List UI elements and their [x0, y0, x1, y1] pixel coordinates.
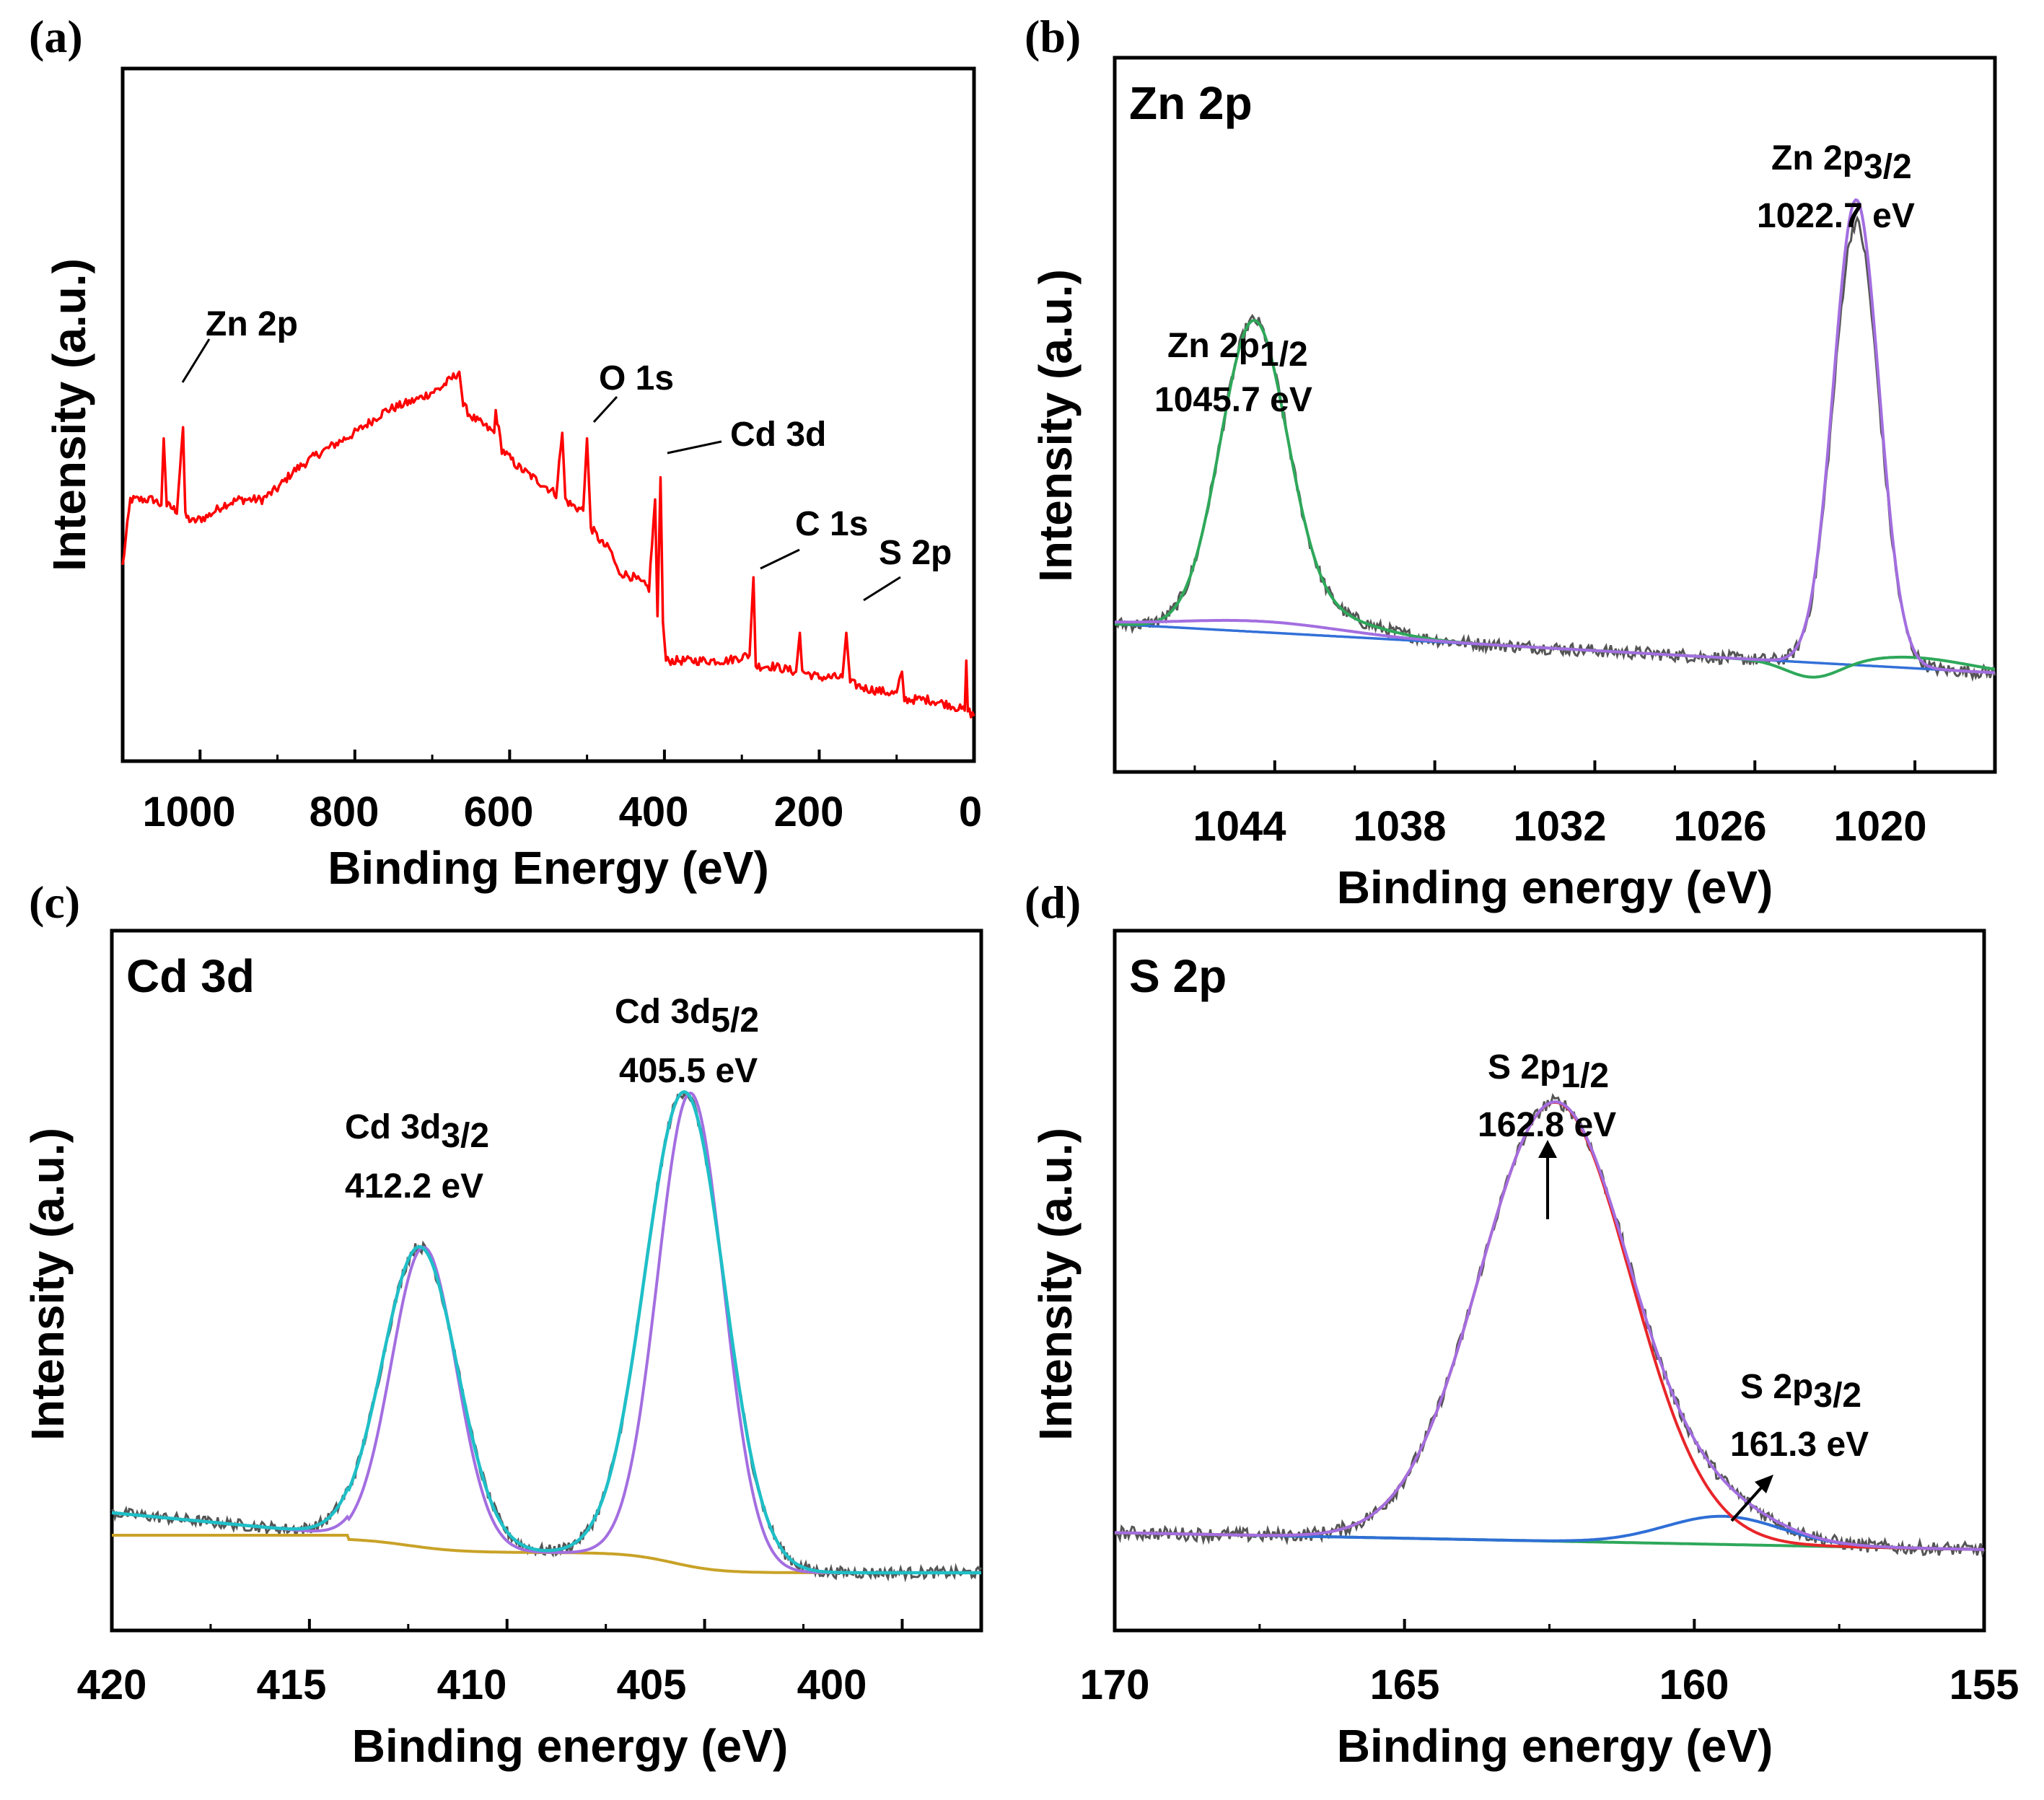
panel-b-frame — [1113, 56, 1997, 774]
panel-a-annot-zn2p: Zn 2p — [206, 305, 298, 343]
panel-a-plot-area — [121, 370, 975, 719]
panel-b-plot-area — [1114, 198, 1996, 682]
panel-d-label: (d) — [1025, 877, 1081, 928]
panel-b-peak1-energy: 1045.7 eV — [1154, 381, 1312, 419]
panel-a-xtick-800: 800 — [310, 789, 380, 835]
panel-b-ticks — [1193, 760, 1996, 772]
panel-d-raw-line — [1114, 1092, 1986, 1558]
panel-c-xtick-400: 400 — [797, 1661, 867, 1708]
panel-c-peak1-energy: 412.2 eV — [345, 1167, 483, 1206]
panel-c: (c) Cd 3d 420 415 410 405 400 Binding en… — [22, 877, 983, 1772]
panel-a-xtick-600: 600 — [464, 789, 534, 835]
panel-a-xtick-400: 400 — [619, 789, 689, 835]
panel-d-xtick-165: 165 — [1370, 1661, 1440, 1708]
panel-d-peak1-name: S 2p1/2 — [1488, 1048, 1609, 1095]
panel-a-xtick-200: 200 — [774, 789, 844, 835]
panel-b-xtick-1038: 1038 — [1353, 803, 1446, 850]
panel-d-peak1-energy: 162.8 eV — [1478, 1106, 1616, 1144]
panel-a-leader-zn — [181, 338, 211, 383]
panel-c-ticks — [110, 1619, 904, 1630]
panel-b-xlabel: Binding energy (eV) — [1337, 861, 1773, 913]
panel-b-component-line — [1114, 318, 1996, 679]
panel-d-fit-line — [1115, 1100, 1984, 1551]
panel-d-ticks — [1113, 1619, 1986, 1630]
panel-a: (a) 1000 800 600 400 200 0 Binding Energ… — [29, 11, 982, 894]
panel-a-annot-c1s: C 1s — [795, 505, 868, 543]
panel-b-xtick-1020: 1020 — [1833, 803, 1926, 850]
panel-c-xlabel: Binding energy (eV) — [352, 1720, 789, 1772]
panel-d-peak2-energy: 161.3 eV — [1730, 1426, 1869, 1464]
panel-c-fit-line — [111, 1091, 981, 1574]
panel-d-xlabel: Binding energy (eV) — [1337, 1720, 1773, 1772]
panel-a-frame — [120, 66, 976, 763]
panel-c-peak2-energy: 405.5 eV — [619, 1052, 758, 1090]
panel-c-component-line — [111, 1090, 981, 1575]
panel-d-arrow2-head — [1755, 1475, 1773, 1493]
panel-b-peak1-name: Zn 2p1/2 — [1167, 327, 1308, 374]
panel-c-ylabel: Intensity (a.u.) — [22, 1128, 74, 1441]
panel-a-survey-line — [121, 370, 975, 719]
panel-a-ticks — [121, 750, 975, 761]
panel-a-leader-c1s — [760, 548, 800, 570]
panel-c-xtick-415: 415 — [257, 1661, 327, 1708]
panel-c-title: Cd 3d — [126, 950, 255, 1002]
panel-b-peak2-name: Zn 2p3/2 — [1771, 139, 1912, 186]
panel-a-leader-o1s — [592, 395, 618, 423]
panel-d-xtick-155: 155 — [1949, 1661, 2019, 1708]
panel-b-raw-line — [1114, 215, 1996, 682]
panel-b-title: Zn 2p — [1129, 77, 1253, 129]
panel-a-leader-cd3d — [667, 440, 722, 455]
panel-a-leader-s2p — [863, 576, 901, 602]
panel-c-raw-line — [111, 1091, 983, 1583]
panel-a-annot-o1s: O 1s — [599, 359, 674, 398]
panel-d-arrow2-line — [1730, 1485, 1764, 1522]
panel-c-xtick-420: 420 — [77, 1661, 147, 1708]
panel-a-xlabel: Binding Energy (eV) — [328, 842, 769, 894]
panel-b-ylabel: Intensity (a.u.) — [1030, 269, 1082, 582]
panel-c-peak1-name: Cd 3d3/2 — [345, 1108, 489, 1155]
panel-b-fit-line — [1115, 198, 1996, 675]
panel-b-xtick-1032: 1032 — [1513, 803, 1606, 850]
panel-d-arrow1-head — [1538, 1140, 1557, 1158]
panel-c-xtick-405: 405 — [617, 1661, 687, 1708]
panel-b-xtick-1026: 1026 — [1673, 803, 1766, 850]
panel-c-peak2-name: Cd 3d5/2 — [615, 993, 759, 1040]
panel-b: (b) Zn 2p 1044 1038 1032 1026 1020 Bindi… — [1025, 11, 1997, 913]
panel-a-xtick-0: 0 — [959, 789, 982, 835]
panel-b-peak2-energy: 1022.7 eV — [1757, 197, 1915, 235]
panel-a-annot-cd3d: Cd 3d — [730, 416, 826, 454]
panel-d-title: S 2p — [1129, 950, 1227, 1002]
panel-d-xtick-160: 160 — [1659, 1661, 1729, 1708]
panel-a-annot-s2p: S 2p — [879, 534, 952, 572]
panel-c-plot-area — [111, 1090, 983, 1583]
panel-b-label: (b) — [1025, 11, 1081, 62]
panel-d-plot-area — [1114, 1092, 1986, 1558]
panel-c-xtick-410: 410 — [437, 1661, 507, 1708]
panel-c-baseline — [112, 1534, 981, 1574]
panel-d-ylabel: Intensity (a.u.) — [1030, 1128, 1082, 1441]
panel-c-frame — [110, 928, 983, 1633]
panel-b-xtick-1044: 1044 — [1193, 803, 1286, 850]
panel-a-label: (a) — [29, 11, 83, 62]
panel-d-peak2-name: S 2p3/2 — [1740, 1368, 1861, 1415]
panel-a-xtick-1000: 1000 — [142, 789, 235, 835]
panel-d-xtick-170: 170 — [1080, 1661, 1150, 1708]
panel-d-frame — [1113, 928, 1986, 1633]
panel-c-label: (c) — [29, 877, 80, 928]
panel-d: (d) S 2p 170 165 160 155 Binding energy … — [1025, 877, 2019, 1772]
panel-a-ylabel: Intensity (a.u.) — [43, 258, 95, 571]
panel-d-component-red-line — [1115, 1100, 1984, 1551]
